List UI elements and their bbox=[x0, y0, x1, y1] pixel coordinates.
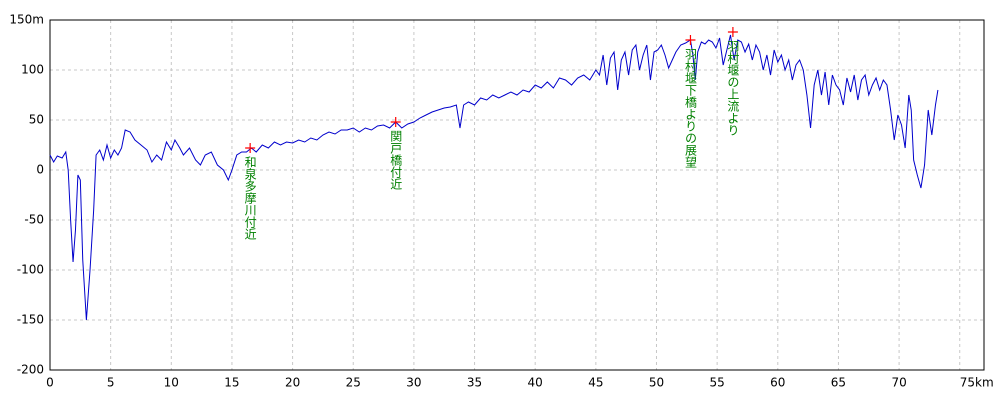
x-tick-label: 70 bbox=[891, 376, 906, 390]
annotation-marker bbox=[245, 143, 256, 153]
annotation-marker bbox=[390, 117, 401, 127]
x-tick-label: 45 bbox=[588, 376, 603, 390]
y-tick-label: 50 bbox=[29, 113, 44, 127]
plot-frame bbox=[49, 19, 985, 371]
x-tick-label: 25 bbox=[346, 376, 361, 390]
annotation-label: 関戸橋付近 bbox=[389, 130, 403, 190]
y-tick-label: 100 bbox=[21, 63, 44, 77]
annotation-marker bbox=[685, 35, 696, 45]
annotation-marker bbox=[727, 27, 738, 37]
profile-line bbox=[49, 34, 939, 321]
annotation-label: 羽村堰の上流より bbox=[726, 40, 740, 136]
x-tick-label: 30 bbox=[406, 376, 421, 390]
y-tick-label: -200 bbox=[17, 363, 44, 377]
annotation-label: 羽村堰下橋よりの展望 bbox=[683, 48, 697, 168]
x-tick-label: 5 bbox=[107, 376, 115, 390]
x-tick-label: 35 bbox=[467, 376, 482, 390]
x-tick-label: 20 bbox=[285, 376, 300, 390]
y-tick-label: -50 bbox=[24, 213, 44, 227]
x-tick-label: 10 bbox=[164, 376, 179, 390]
x-tick-label: 15 bbox=[224, 376, 239, 390]
annotation-label: 和泉多摩川付近 bbox=[243, 156, 257, 240]
x-tick-label: 40 bbox=[528, 376, 543, 390]
y-tick-label: 0 bbox=[36, 163, 44, 177]
x-tick-label: 75km bbox=[960, 376, 994, 390]
y-tick-label: -150 bbox=[17, 313, 44, 327]
x-tick-label: 55 bbox=[710, 376, 725, 390]
x-tick-label: 0 bbox=[46, 376, 54, 390]
y-tick-label: 150m bbox=[9, 13, 44, 27]
x-tick-label: 50 bbox=[649, 376, 664, 390]
y-tick-label: -100 bbox=[17, 263, 44, 277]
x-tick-label: 65 bbox=[831, 376, 846, 390]
x-tick-label: 60 bbox=[770, 376, 785, 390]
